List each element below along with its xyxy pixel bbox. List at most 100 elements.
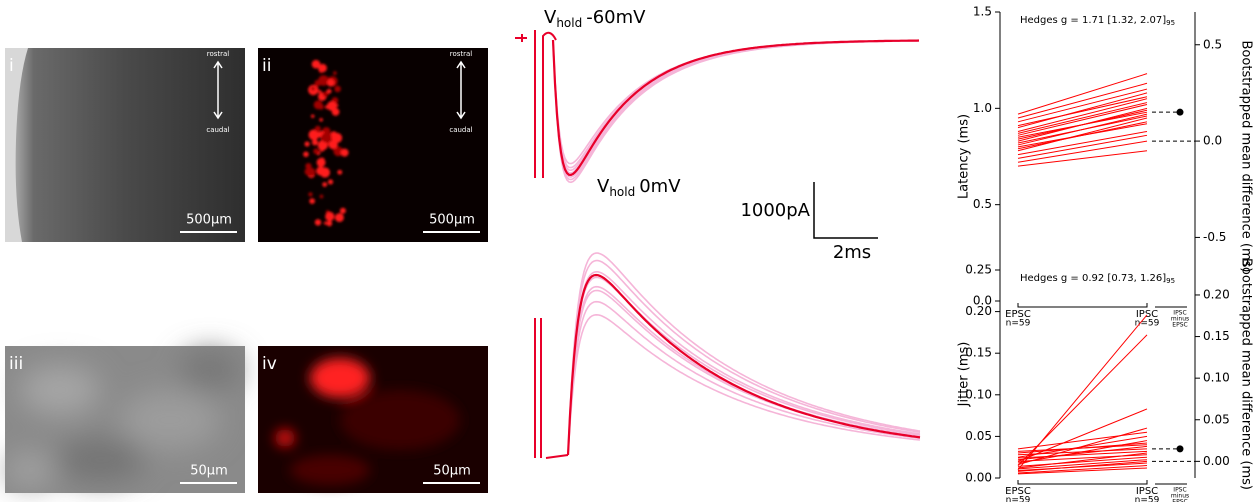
artifact — [515, 30, 556, 178]
orientation-label: rostral — [207, 50, 230, 58]
cell — [325, 212, 334, 221]
panel-label: iii — [9, 354, 23, 374]
holding-label-part: 0mV — [639, 176, 681, 197]
x-tick-label: n=59 — [1135, 496, 1160, 502]
effect-size-text: Hedges g = 0.92 [0.73, 1.26] — [1020, 273, 1166, 284]
scale-bar-label: 500µm — [429, 213, 475, 228]
cell — [327, 221, 333, 227]
cell — [335, 213, 344, 222]
cell — [315, 126, 321, 132]
effect-size-text: Hedges g = 1.71 [1.32, 2.07] — [1020, 15, 1166, 26]
x-tick-label: n=59 — [1006, 496, 1031, 502]
y2-axis-title: Bootstrapped mean difference (ms) — [1239, 258, 1254, 490]
trace-sweep — [553, 40, 919, 170]
paired-line — [1018, 451, 1147, 458]
y2-tick-label: 0.10 — [1203, 371, 1230, 385]
y2-tick-label: 0.15 — [1203, 329, 1230, 343]
cell — [327, 79, 335, 87]
trace-sweep — [553, 40, 919, 182]
cell — [328, 140, 337, 149]
y2-axis-title: Bootstrapped mean difference (ms) — [1239, 41, 1254, 273]
scale-bar-label: 2ms — [833, 242, 871, 263]
mean-difference — [1177, 109, 1184, 116]
cell — [328, 179, 333, 184]
scale-bar-label: 1000pA — [740, 200, 810, 221]
cell — [315, 80, 322, 87]
y-tick-label: 0.5 — [973, 197, 992, 211]
effect-size-ci: 95 — [1166, 277, 1175, 285]
y-tick-label: 0.05 — [965, 429, 992, 443]
holding-label-part: -60mV — [586, 7, 646, 28]
trace-mean — [568, 275, 920, 455]
trace-sweep — [553, 40, 919, 173]
cell — [341, 149, 349, 157]
holding-label: Vhold 0mV — [597, 176, 681, 199]
y2-tick-label: 0.05 — [1203, 412, 1230, 426]
holding-label: Vhold -60mV — [544, 7, 646, 30]
cell — [320, 195, 324, 199]
holding-label-part: hold — [609, 185, 635, 199]
trace-sweep — [553, 40, 919, 168]
cell — [313, 148, 319, 154]
orientation-label: caudal — [206, 126, 229, 134]
scale-bar — [814, 182, 878, 238]
y-tick-label: 0.00 — [965, 471, 992, 485]
y-tick-label: 0.25 — [965, 263, 992, 277]
scale-bar-label: 50µm — [433, 464, 470, 479]
cell — [312, 139, 318, 145]
cell — [333, 71, 337, 75]
orientation-label: caudal — [449, 126, 472, 134]
paired-line — [1018, 114, 1147, 145]
cell — [304, 141, 309, 146]
scale-bar-label: 500µm — [186, 213, 232, 228]
panel-label: i — [9, 56, 14, 76]
panel-label: iv — [262, 354, 277, 374]
y-tick-label: 0.20 — [965, 304, 992, 318]
trace-sweep — [553, 40, 919, 177]
cell — [311, 114, 314, 117]
cell — [311, 87, 315, 91]
cell — [332, 108, 340, 116]
cell — [337, 170, 342, 175]
y-axis-title: Latency (ms) — [957, 114, 972, 199]
scale-bar-label: 50µm — [190, 464, 227, 479]
trace-mean — [553, 40, 919, 175]
cell — [340, 208, 346, 214]
traces: Vhold -60mV Vhold 0mV 1000pA 2ms — [515, 7, 920, 458]
cell — [321, 132, 331, 142]
cell — [335, 104, 338, 107]
cell — [307, 168, 315, 176]
diff-label: EPSC — [1172, 322, 1187, 329]
holding-label-part: V — [597, 176, 610, 197]
y2-tick-label: 0.0 — [1203, 134, 1222, 148]
trace-sweep — [553, 40, 919, 180]
cell — [316, 166, 325, 175]
y-tick-label: 1.0 — [973, 101, 992, 115]
cell — [315, 219, 322, 226]
cell — [319, 118, 323, 122]
y2-tick-label: 0.5 — [1203, 37, 1222, 51]
x-axis-bracket — [1018, 480, 1187, 484]
holding-label-part: V — [544, 7, 557, 28]
diff-label: EPSC — [1172, 499, 1187, 502]
cell — [318, 90, 321, 93]
cell — [308, 192, 312, 196]
cell — [327, 89, 332, 94]
figure: Vhold -60mV Vhold 0mV 1000pA 2ms i 500µm rostra… — [0, 0, 1258, 502]
effect-size-ci: 95 — [1166, 19, 1175, 27]
holding-label-part: hold — [556, 16, 582, 30]
cell — [318, 104, 324, 110]
y2-tick-label: 0.00 — [1203, 454, 1230, 468]
trace-sweep — [568, 315, 920, 455]
panel-label: ii — [262, 56, 271, 76]
cell — [321, 158, 325, 162]
y2-tick-label: 0.20 — [1203, 287, 1230, 301]
effect-size: Hedges g = 1.71 [1.32, 2.07]95 — [1020, 15, 1175, 27]
cell — [303, 151, 309, 157]
y2-tick-label: -0.5 — [1203, 230, 1226, 244]
cell — [318, 65, 325, 72]
mean-difference — [1177, 445, 1184, 452]
paired-line — [1018, 151, 1147, 166]
cell — [334, 86, 341, 93]
paired-line — [1018, 103, 1147, 134]
